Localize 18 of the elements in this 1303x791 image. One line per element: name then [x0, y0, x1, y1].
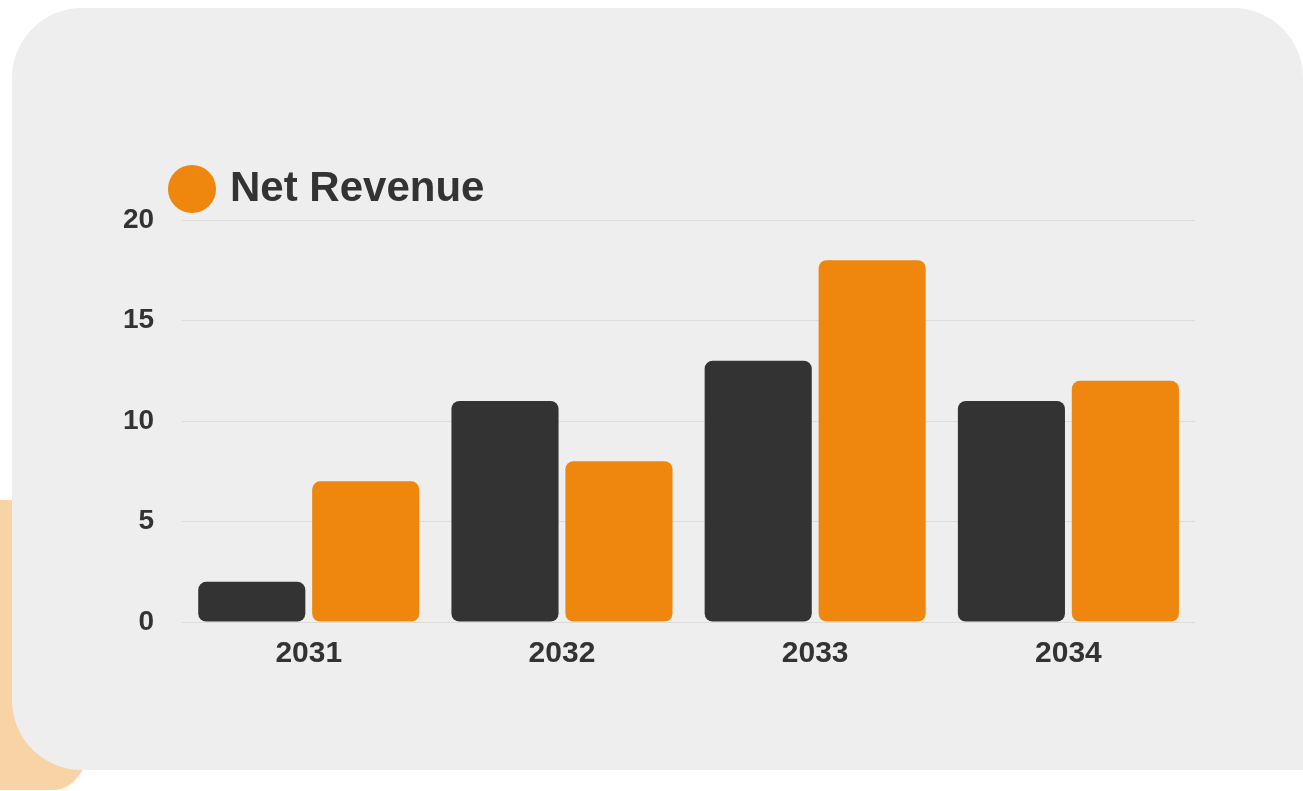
- bar: [565, 461, 673, 622]
- y-tick-label: 5: [138, 504, 155, 536]
- y-tick-label: 15: [122, 303, 155, 335]
- x-tick-label: 2032: [528, 635, 596, 669]
- bar: [704, 360, 812, 622]
- y-tick-label: 20: [122, 202, 155, 234]
- bar: [818, 260, 926, 622]
- x-tick-label: 2031: [275, 635, 343, 669]
- bar: [198, 581, 306, 622]
- x-tick-label: 2034: [1035, 635, 1103, 669]
- bar: [451, 400, 559, 622]
- bar: [312, 481, 420, 622]
- y-tick-label: 0: [138, 604, 155, 636]
- legend-label: Net Revenue: [230, 162, 485, 210]
- y-tick-label: 10: [122, 403, 155, 435]
- bar: [1071, 380, 1179, 622]
- x-tick-label: 2033: [781, 635, 849, 669]
- bar: [957, 400, 1065, 622]
